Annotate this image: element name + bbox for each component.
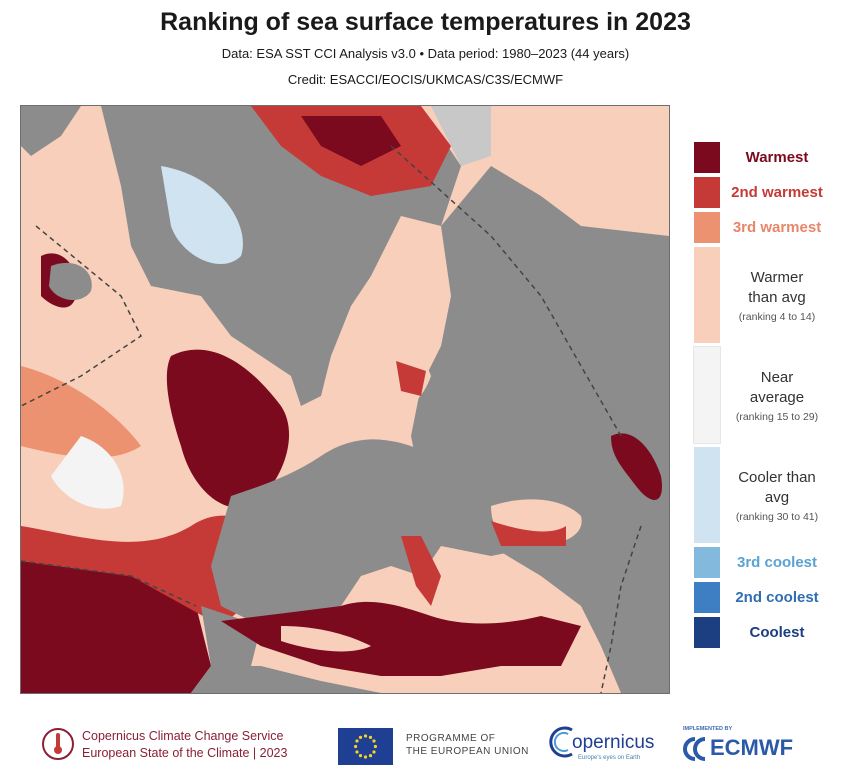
- black-sea-warm-coast: [491, 521, 566, 546]
- ecmwf-wordmark: ECMWF: [710, 735, 794, 760]
- legend-item: 3rd coolest: [694, 547, 834, 578]
- north-africa-land: [191, 666, 381, 693]
- legend-swatch: [693, 346, 721, 444]
- baltic-sea: [344, 333, 431, 419]
- legend-swatch: [694, 247, 720, 343]
- legend-range: (ranking 30 to 41): [735, 510, 819, 523]
- north-sea-warmest-region: [166, 349, 290, 508]
- legend-label: 3rd warmest: [732, 218, 822, 236]
- ecmwf-logo-icon: [683, 737, 706, 761]
- sst-ranking-map: [20, 105, 670, 694]
- eu-line1: PROGRAMME OF: [406, 733, 496, 744]
- legend-label: Coolest: [749, 623, 805, 641]
- adriatic-warm: [401, 536, 441, 606]
- boundary-line-southeast: [600, 525, 642, 693]
- copernicus-tagline: Europe's eyes on Earth: [578, 755, 641, 761]
- barents-sea-warmest: [301, 116, 401, 166]
- legend-item: 2nd coolest: [694, 582, 834, 613]
- eu-line2: THE EUROPEAN UNION: [406, 746, 529, 757]
- legend-label: 2nd warmest: [731, 183, 823, 201]
- legend-item: Cooler than avg (ranking 30 to 41): [694, 447, 834, 543]
- arctic-ice: [431, 106, 491, 166]
- legend-item: Warmest: [694, 142, 834, 173]
- legend-item: Coolest: [694, 617, 834, 648]
- near-average-patch: [51, 436, 124, 509]
- atlantic-2nd-warmest-region: [21, 515, 281, 626]
- mediterranean-warmer-patch: [281, 626, 371, 652]
- legend-label: 2nd coolest: [735, 588, 819, 606]
- footer-logos: Copernicus Climate Change Service Europe…: [0, 714, 851, 774]
- eu-flag-icon: [338, 728, 393, 765]
- legend-swatch: [694, 447, 720, 543]
- legend-item: 2nd warmest: [694, 177, 834, 208]
- boundary-line-west: [21, 225, 142, 407]
- legend-range: (ranking 15 to 29): [735, 410, 819, 423]
- legend-label: Warmest: [745, 148, 809, 166]
- c3s-label: Copernicus Climate Change Service Europe…: [82, 728, 287, 762]
- c3s-line2: European State of the Climate | 2023: [82, 746, 288, 760]
- legend-swatch: [694, 582, 720, 613]
- eastern-europe-land: [411, 166, 669, 693]
- greenland-land: [21, 106, 81, 156]
- caspian-sea: [611, 433, 662, 500]
- c3s-thermometer-icon: [42, 728, 74, 760]
- legend-swatch: [694, 617, 720, 648]
- legend-label: Warmer than avg: [748, 268, 806, 306]
- legend-label: Near average: [749, 368, 805, 406]
- legend-swatch: [694, 142, 720, 173]
- central-europe-land: [211, 439, 541, 626]
- legend-label: 3rd coolest: [736, 553, 818, 571]
- copernicus-c-icon: [549, 726, 573, 758]
- boundary-line-south: [21, 560, 197, 607]
- white-sea-cooler-region: [161, 166, 243, 265]
- atlantic-3rd-warmest-region: [21, 366, 141, 458]
- mediterranean-warmest: [221, 601, 581, 676]
- page-title: Ranking of sea surface temperatures in 2…: [160, 8, 691, 36]
- c3s-line1: Copernicus Climate Change Service: [82, 729, 284, 743]
- legend-item: Warmer than avg (ranking 4 to 14): [694, 247, 834, 343]
- data-source-subtitle: Data: ESA SST CCI Analysis v3.0 • Data p…: [221, 46, 630, 61]
- gulf-of-finland-warm: [396, 361, 426, 396]
- legend-label: Cooler than avg: [738, 468, 816, 506]
- legend-swatch: [694, 547, 720, 578]
- credit-line: Credit: ESACCI/EOCIS/UKMCAS/C3S/ECMWF: [287, 72, 564, 87]
- legend-swatch: [694, 212, 720, 243]
- ecmwf-implemented-by: IMPLEMENTED BY: [683, 726, 733, 732]
- copernicus-wordmark: opernicus: [572, 732, 655, 753]
- iceland-land: [49, 262, 92, 301]
- legend-swatch: [694, 177, 720, 208]
- map-legend: Warmest 2nd warmest 3rd warmest Warmer than…: [693, 142, 834, 652]
- map-canvas: [21, 106, 669, 693]
- legend-range: (ranking 4 to 14): [738, 310, 816, 323]
- legend-item: 3rd warmest: [694, 212, 834, 243]
- eu-programme-label: PROGRAMME OF THE EUROPEAN UNION: [406, 732, 529, 758]
- legend-item: Near average (ranking 15 to 29): [693, 346, 834, 444]
